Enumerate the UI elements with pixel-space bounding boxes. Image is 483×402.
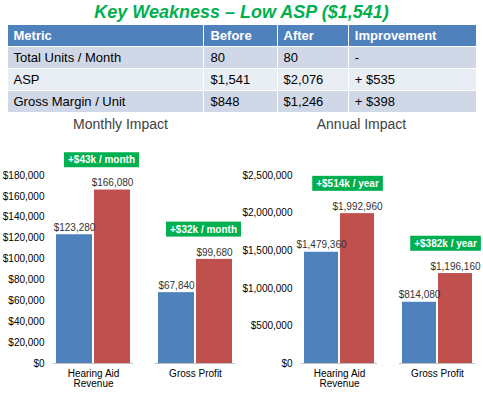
svg-text:$1,479,360: $1,479,360 bbox=[296, 239, 346, 250]
svg-text:$500,000: $500,000 bbox=[251, 320, 293, 331]
svg-text:$0: $0 bbox=[281, 358, 293, 369]
svg-text:$67,840: $67,840 bbox=[158, 280, 195, 291]
svg-text:Gross Profit: Gross Profit bbox=[411, 368, 464, 379]
svg-text:+$43k / month: +$43k / month bbox=[68, 154, 135, 165]
svg-text:$100,000: $100,000 bbox=[3, 253, 45, 264]
html-text:$2,076: $2,076 bbox=[283, 72, 324, 87]
svg-text:$166,080: $166,080 bbox=[92, 177, 134, 188]
svg-text:$1,000,000: $1,000,000 bbox=[242, 283, 292, 294]
svg-text:+$32k / month: +$32k / month bbox=[170, 224, 237, 235]
svg-text:$20,000: $20,000 bbox=[8, 337, 45, 348]
html-text:Annual Impact: Annual Impact bbox=[316, 116, 407, 132]
svg-text:$2,500,000: $2,500,000 bbox=[242, 170, 292, 181]
html-text:80: 80 bbox=[210, 50, 225, 65]
svg-text:$1,992,960: $1,992,960 bbox=[332, 201, 382, 212]
svg-text:$2,000,000: $2,000,000 bbox=[242, 207, 292, 218]
svg-text:$1,196,160: $1,196,160 bbox=[430, 261, 480, 272]
html-text:Before: Before bbox=[210, 28, 252, 43]
svg-text:$140,000: $140,000 bbox=[3, 211, 45, 222]
svg-text:$1,500,000: $1,500,000 bbox=[242, 245, 292, 256]
svg-text:$0: $0 bbox=[33, 358, 45, 369]
html-text:Improvement: Improvement bbox=[354, 28, 437, 43]
html-text:$848: $848 bbox=[210, 94, 240, 109]
svg-text:$40,000: $40,000 bbox=[8, 316, 45, 327]
svg-text:Hearing AidRevenue: Hearing AidRevenue bbox=[314, 368, 366, 389]
svg-text:$99,680: $99,680 bbox=[196, 247, 233, 258]
svg-text:$814,080: $814,080 bbox=[399, 289, 441, 300]
svg-text:+$514k / year: +$514k / year bbox=[316, 178, 379, 189]
svg-text:$160,000: $160,000 bbox=[3, 191, 45, 202]
html-text:+ $535: + $535 bbox=[354, 72, 395, 87]
svg-text:Gross Profit: Gross Profit bbox=[169, 368, 222, 379]
svg-text:$80,000: $80,000 bbox=[8, 274, 45, 285]
html-text:80: 80 bbox=[283, 50, 298, 65]
html-text:After: After bbox=[283, 28, 314, 43]
html-text:Metric: Metric bbox=[13, 28, 52, 43]
svg-text:+$382k / year: +$382k / year bbox=[414, 238, 477, 249]
html-text:+ $398: + $398 bbox=[354, 94, 395, 109]
html-text:Monthly Impact: Monthly Impact bbox=[73, 116, 168, 132]
html-text:ASP: ASP bbox=[13, 72, 40, 87]
html-text:Key Weakness – Low ASP ($1,541: Key Weakness – Low ASP ($1,541) bbox=[94, 2, 389, 22]
html-text:Total Units / Month: Total Units / Month bbox=[13, 50, 122, 65]
svg-text:$123,280: $123,280 bbox=[54, 222, 96, 233]
html-text:Gross Margin / Unit: Gross Margin / Unit bbox=[13, 94, 126, 109]
svg-text:$180,000: $180,000 bbox=[3, 170, 45, 181]
html-text:$1,246: $1,246 bbox=[283, 94, 324, 109]
svg-text:Hearing AidRevenue: Hearing AidRevenue bbox=[68, 368, 120, 389]
html-text:$1,541: $1,541 bbox=[210, 72, 251, 87]
svg-text:$60,000: $60,000 bbox=[8, 295, 45, 306]
svg-text:$120,000: $120,000 bbox=[3, 232, 45, 243]
